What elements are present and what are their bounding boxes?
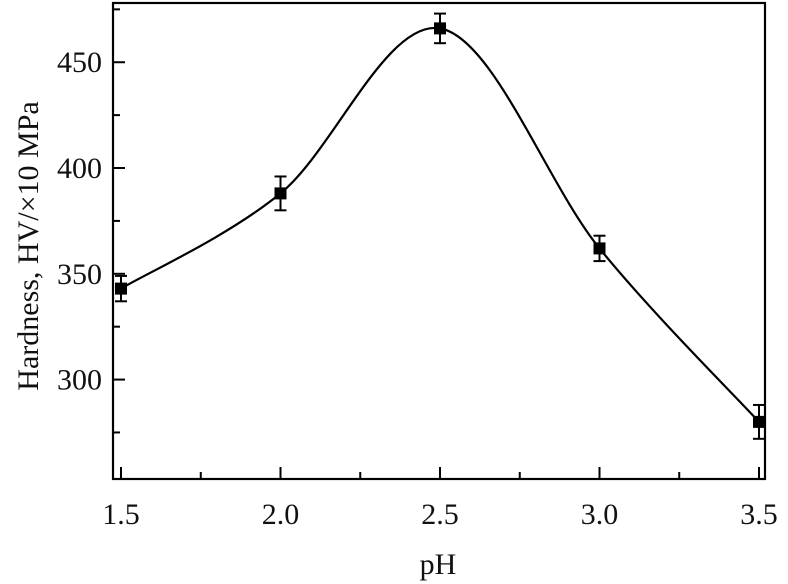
data-point (115, 282, 127, 295)
data-point (274, 187, 287, 200)
y-tick-label: 400 (57, 152, 102, 185)
data-point (753, 415, 765, 428)
y-tick-label: 450 (57, 46, 102, 79)
x-tick-label: 2.5 (421, 498, 459, 531)
data-points-layer (115, 12, 765, 440)
x-tick-label: 3.0 (581, 498, 619, 531)
x-tick-label: 3.5 (740, 498, 778, 531)
x-axis-ticks: 1.5 2.0 2.5 3.0 3.5 (102, 467, 778, 531)
fit-curve-layer (120, 27, 760, 423)
x-axis-label: pH (420, 548, 457, 581)
y-tick-label: 350 (57, 258, 102, 291)
x-tick-label: 2.0 (262, 498, 300, 531)
data-point (593, 242, 606, 255)
x-tick-label: 1.5 (102, 498, 140, 531)
data-point (434, 22, 446, 35)
y-axis-ticks: 300 350 400 450 (57, 8, 125, 434)
y-tick-label: 300 (57, 364, 102, 397)
fit-curve (120, 27, 760, 423)
y-axis-label: Hardness, HV/×10 MPa (12, 101, 45, 390)
